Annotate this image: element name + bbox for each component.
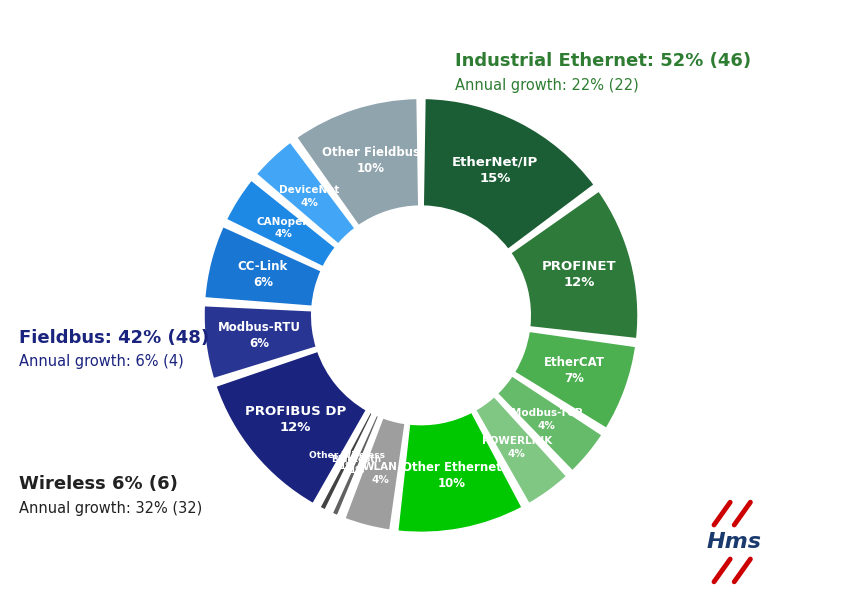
Wedge shape — [497, 375, 603, 471]
Wedge shape — [332, 415, 380, 516]
Text: Modbus-TCP
4%: Modbus-TCP 4% — [511, 408, 583, 431]
Wedge shape — [423, 98, 595, 250]
Text: CC-Link
6%: CC-Link 6% — [238, 260, 288, 289]
Wedge shape — [344, 417, 406, 530]
Text: PROFIBUS DP
12%: PROFIBUS DP 12% — [245, 405, 346, 434]
Wedge shape — [204, 226, 322, 307]
Text: Fieldbus: 42% (48): Fieldbus: 42% (48) — [19, 329, 209, 347]
Text: Modbus-RTU
6%: Modbus-RTU 6% — [218, 322, 301, 350]
Wedge shape — [510, 190, 638, 339]
Text: Annual growth: 32% (32): Annual growth: 32% (32) — [19, 501, 202, 516]
Wedge shape — [514, 331, 637, 429]
Wedge shape — [296, 98, 419, 227]
Text: WLAN
4%: WLAN 4% — [363, 462, 398, 485]
Wedge shape — [319, 412, 373, 511]
Wedge shape — [226, 180, 336, 267]
Text: EtherCAT
7%: EtherCAT 7% — [544, 356, 605, 385]
Text: Other Fieldbus
10%: Other Fieldbus 10% — [322, 146, 419, 175]
Text: EtherNet/IP
15%: EtherNet/IP 15% — [452, 155, 538, 185]
Wedge shape — [216, 351, 367, 504]
Wedge shape — [204, 305, 317, 379]
Text: Other Ethernet
10%: Other Ethernet 10% — [402, 461, 502, 490]
Text: Bluetooth
1%: Bluetooth 1% — [331, 455, 381, 475]
Wedge shape — [397, 412, 523, 533]
Text: Annual growth: 6% (4): Annual growth: 6% (4) — [19, 354, 184, 370]
Text: DeviceNet
4%: DeviceNet 4% — [280, 185, 339, 208]
Text: CANopen
4%: CANopen 4% — [257, 217, 310, 239]
Text: Other Wireless
1%: Other Wireless 1% — [309, 451, 385, 471]
Text: Hms: Hms — [706, 532, 762, 552]
Text: Annual growth: 22% (22): Annual growth: 22% (22) — [455, 78, 638, 93]
Text: POWERLINK
4%: POWERLINK 4% — [482, 436, 552, 459]
Text: PROFINET
12%: PROFINET 12% — [541, 260, 616, 289]
Text: Industrial Ethernet: 52% (46): Industrial Ethernet: 52% (46) — [455, 52, 751, 70]
Text: Wireless 6% (6): Wireless 6% (6) — [19, 475, 178, 493]
Wedge shape — [256, 141, 355, 245]
Wedge shape — [475, 396, 568, 504]
